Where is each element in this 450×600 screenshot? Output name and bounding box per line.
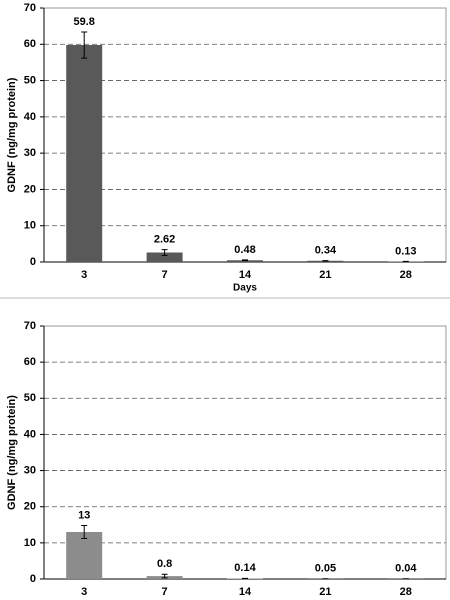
y-tick-label: 40 xyxy=(24,111,36,123)
x-axis-label: Days xyxy=(233,283,257,294)
y-tick-label: 40 xyxy=(24,428,36,440)
bar xyxy=(66,45,103,262)
y-axis-label: GDNF (ng/mg protein) xyxy=(6,77,18,192)
x-tick-label: 28 xyxy=(400,586,412,598)
x-tick-label: 14 xyxy=(239,586,252,598)
y-tick-label: 30 xyxy=(24,147,36,159)
data-label: 0.13 xyxy=(395,245,416,257)
error-bar xyxy=(81,525,88,540)
y-tick-label: 30 xyxy=(24,464,36,476)
data-label: 59.8 xyxy=(73,16,94,28)
y-tick-label: 50 xyxy=(24,392,36,404)
x-tick-label: 3 xyxy=(81,586,87,598)
x-tick-label: 14 xyxy=(239,269,252,281)
error-bar xyxy=(161,249,168,256)
error-bar xyxy=(161,573,168,579)
y-tick-label: 60 xyxy=(24,38,36,50)
x-tick-label: 7 xyxy=(162,586,168,598)
x-tick-label: 21 xyxy=(319,269,331,281)
data-label: 0.8 xyxy=(157,558,172,570)
y-tick-label: 70 xyxy=(24,320,36,332)
bar xyxy=(227,260,263,262)
error-bar xyxy=(242,259,248,262)
bar xyxy=(66,532,103,579)
y-tick-label: 10 xyxy=(24,220,36,232)
y-tick-label: 60 xyxy=(24,356,36,368)
x-tick-label: 28 xyxy=(400,269,412,281)
x-tick-label: 3 xyxy=(81,269,87,281)
plot-frame xyxy=(43,325,447,580)
data-label: 0.05 xyxy=(315,563,336,575)
bar xyxy=(146,252,183,262)
x-tick-label: 21 xyxy=(319,586,331,598)
y-tick-label: 10 xyxy=(24,537,36,549)
data-label: 2.62 xyxy=(154,233,175,245)
error-bar xyxy=(81,31,88,59)
x-tick-label: 7 xyxy=(162,269,168,281)
data-label: 0.48 xyxy=(234,244,255,256)
y-tick-label: 20 xyxy=(24,501,36,513)
y-tick-label: 0 xyxy=(30,256,36,268)
y-tick-label: 20 xyxy=(24,183,36,195)
plot-frame xyxy=(43,7,447,263)
y-tick-label: 0 xyxy=(30,573,36,585)
data-label: 0.04 xyxy=(395,563,417,575)
y-axis-label: GDNF (ng/mg protein) xyxy=(6,395,18,510)
data-label: 0.34 xyxy=(315,244,337,256)
data-label: 0.14 xyxy=(234,562,256,574)
y-tick-label: 70 xyxy=(24,2,36,14)
data-label: 13 xyxy=(78,509,90,521)
y-tick-label: 50 xyxy=(24,74,36,86)
